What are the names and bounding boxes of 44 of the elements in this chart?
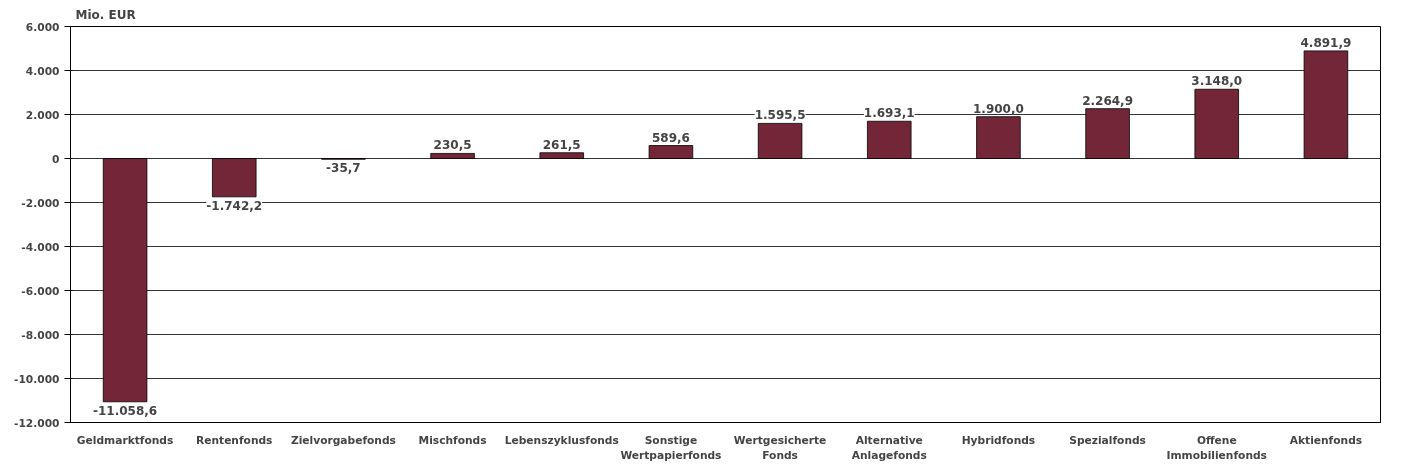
y-tick-label: -4.000 [21,240,60,254]
data-label: 230,5 [433,138,472,153]
x-tick-label: Spezialfonds [1069,433,1146,447]
bar [1085,108,1130,159]
y-tick-label: 0 [52,152,60,166]
x-tick-label: Wertgesicherte Fonds [733,433,827,463]
x-tick-label: Lebenszyklusfonds [504,433,619,447]
y-axis-title: Mio. EUR [75,7,136,22]
bar [212,158,257,198]
x-tick-label: Hybridfonds [961,433,1036,447]
bar [976,116,1021,159]
x-tick-label: Aktienfonds [1289,433,1363,447]
x-tick-label: Zielvorgabefonds [290,433,396,447]
y-tick-label: 4.000 [25,64,60,78]
y-tick-label: -10.000 [13,372,60,386]
y-tick-label: -8.000 [21,328,60,342]
data-label: -1.742,2 [206,198,263,213]
x-tick-label: Alternative Anlagefonds [851,433,927,463]
data-label: 1.900,0 [972,101,1024,116]
data-label: 2.264,9 [1082,93,1134,108]
bar [1194,88,1239,159]
data-label: 1.595,5 [754,108,806,123]
bar [539,152,584,159]
x-tick-label: Sonstige Wertpapierfonds [620,433,722,463]
x-tick-label: Offene Immobilienfonds [1166,433,1267,463]
bar [430,153,475,159]
data-label: 589,6 [651,130,690,145]
x-tick-label: Geldmarktfonds [76,433,174,447]
data-label: -35,7 [326,161,361,176]
data-label: 3.148,0 [1191,74,1243,89]
y-tick-label: 6.000 [25,20,60,34]
bar [648,145,694,159]
data-label: -11.058,6 [92,403,158,418]
x-tick-label: Rentenfonds [196,433,273,447]
y-tick-label: -6.000 [21,284,60,298]
bar [757,123,803,159]
data-label: 4.891,9 [1300,35,1352,50]
y-tick-label: -2.000 [21,196,60,210]
data-label: 1.693,1 [863,106,915,121]
data-label: 261,5 [542,137,581,152]
y-tick-label: -12.000 [13,416,60,430]
x-tick-label: Mischfonds [418,433,487,447]
y-tick-label: 2.000 [25,108,60,122]
bar [867,120,912,159]
